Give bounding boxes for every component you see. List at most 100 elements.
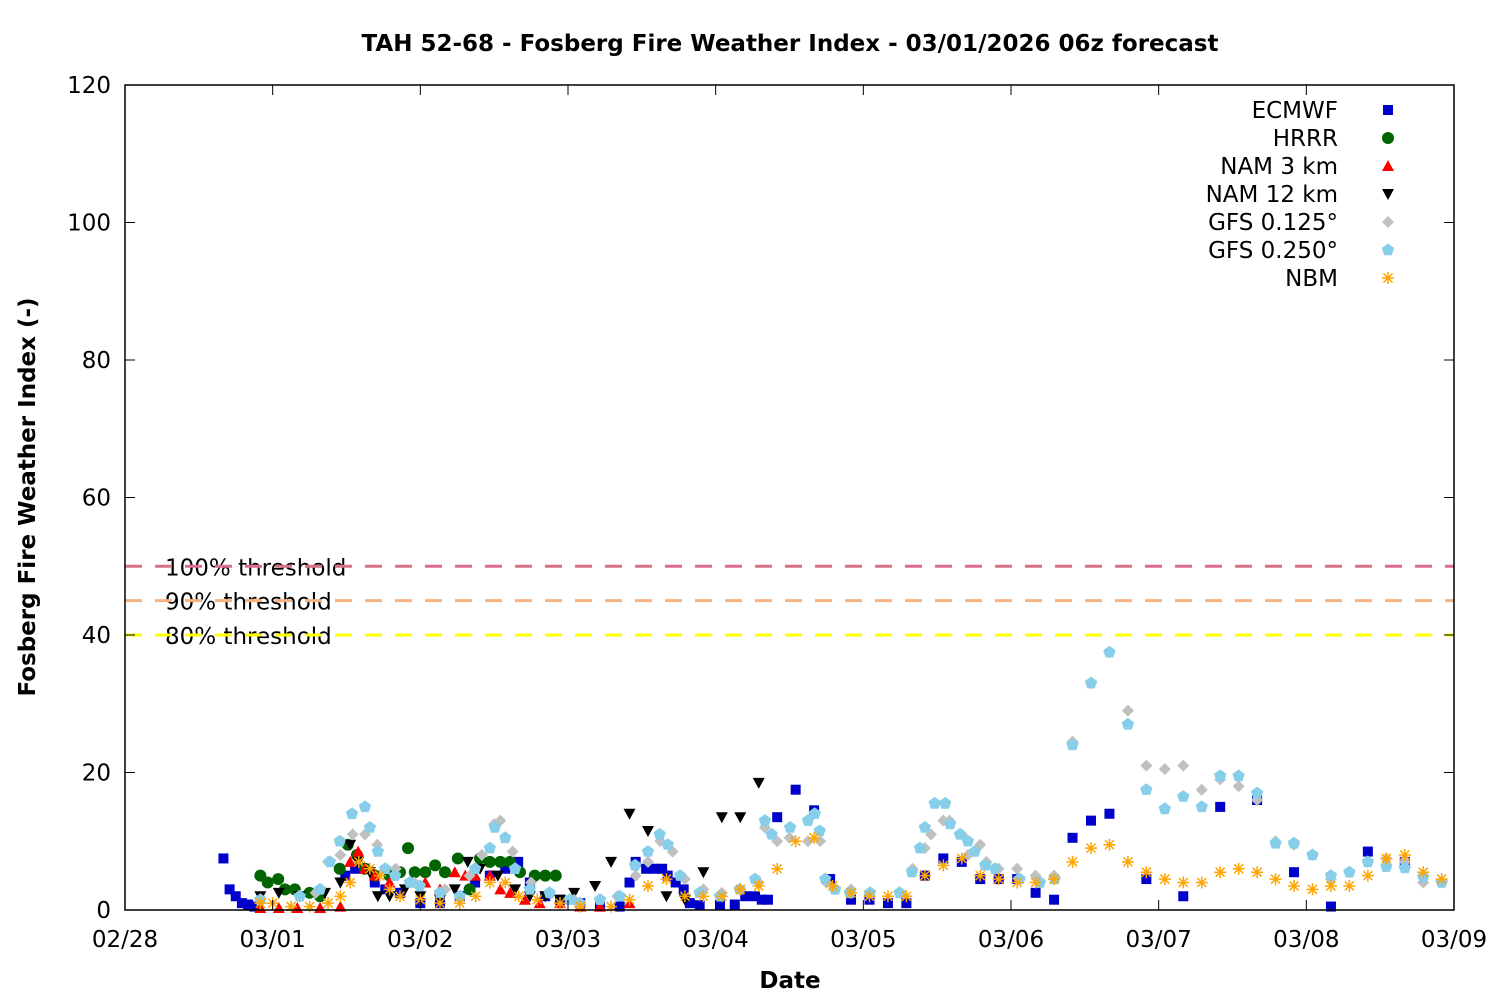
data-point-circle: [261, 876, 274, 889]
data-point-pentagon: [1140, 783, 1153, 795]
data-point-pentagon: [1250, 786, 1264, 799]
data-point-square: [662, 870, 673, 881]
data-point-pentagon: [928, 796, 941, 809]
data-point-diamond: [1121, 704, 1134, 717]
data-point-square: [649, 863, 660, 874]
data-point-asterisk: [1084, 842, 1097, 855]
data-point-asterisk: [394, 890, 407, 903]
data-point-square: [1362, 846, 1373, 857]
data-point-pentagon: [613, 889, 626, 902]
data-point-asterisk: [254, 897, 267, 910]
data-point-asterisk: [1288, 879, 1301, 892]
data-point-asterisk: [1251, 866, 1264, 879]
data-point-triangle-down: [605, 856, 618, 868]
data-point-diamond: [1158, 763, 1171, 776]
data-point-square: [657, 863, 668, 874]
data-point-square: [350, 863, 361, 874]
data-point-circle: [419, 866, 432, 879]
data-point-square: [1215, 801, 1226, 812]
data-point-square: [1104, 808, 1115, 819]
data-point-pentagon: [1306, 848, 1319, 861]
data-point-square: [670, 877, 681, 888]
data-point-asterisk: [752, 879, 765, 892]
data-point-pentagon: [358, 800, 372, 813]
data-point-pentagon: [661, 838, 674, 850]
data-point-asterisk: [1361, 869, 1374, 882]
legend-label: NAM 12 km: [1206, 182, 1338, 208]
data-point-asterisk: [1380, 852, 1393, 865]
data-point-pentagon: [1214, 769, 1227, 782]
data-point-asterisk: [715, 890, 728, 903]
data-point-triangle-down: [334, 877, 347, 889]
data-point-triangle-down: [589, 880, 602, 892]
threshold-label: 80% threshold: [165, 624, 332, 650]
data-point-pentagon: [1066, 738, 1079, 751]
data-point-asterisk: [1103, 838, 1116, 851]
data-point-asterisk: [334, 890, 347, 903]
data-point-asterisk: [1158, 873, 1171, 886]
data-point-asterisk: [863, 890, 876, 903]
data-point-pentagon: [433, 886, 447, 899]
data-point-pentagon: [453, 889, 466, 902]
data-point-diamond: [506, 845, 519, 858]
data-point-pentagon: [333, 834, 346, 847]
data-point-pentagon: [323, 855, 337, 868]
data-point-circle: [272, 873, 285, 886]
legend-label: GFS 0.250°: [1208, 238, 1338, 264]
data-point-pentagon: [345, 807, 359, 819]
data-point-asterisk: [554, 897, 567, 910]
data-point-asterisk: [992, 873, 1005, 886]
legend-label: GFS 0.125°: [1208, 210, 1338, 236]
data-point-square: [882, 898, 893, 909]
data-point-square: [614, 901, 625, 912]
data-point-pentagon: [1195, 800, 1208, 813]
data-point-pentagon: [1324, 869, 1338, 881]
data-point-pentagon: [653, 827, 666, 840]
data-point-asterisk: [660, 873, 673, 886]
data-point-square: [790, 784, 801, 795]
data-point-asterisk: [1343, 879, 1356, 892]
data-point-asterisk: [605, 900, 618, 913]
data-point-square: [714, 900, 725, 911]
data-point-asterisk: [1324, 879, 1337, 892]
data-point-asterisk: [808, 831, 821, 844]
data-point-circle: [494, 855, 507, 868]
data-point-asterisk: [363, 862, 376, 875]
legend-marker: [1382, 189, 1394, 200]
y-tick-label: 80: [82, 348, 111, 374]
data-point-diamond: [1232, 780, 1245, 793]
y-axis-label: Fosberg Fire Weather Index (-): [15, 297, 41, 696]
data-point-diamond: [1011, 862, 1024, 875]
data-point-circle: [402, 842, 415, 855]
data-point-asterisk: [469, 890, 482, 903]
data-point-circle: [333, 862, 346, 875]
data-point-asterisk: [900, 890, 913, 903]
data-point-pentagon: [499, 831, 512, 844]
data-point-square: [513, 856, 524, 867]
y-tick-label: 100: [67, 211, 111, 237]
data-point-pentagon: [1232, 769, 1245, 782]
data-point-pentagon: [1084, 676, 1098, 689]
data-point-asterisk: [826, 879, 839, 892]
data-point-pentagon: [641, 845, 655, 857]
data-point-triangle-down: [448, 884, 461, 896]
data-point-square: [641, 863, 652, 874]
data-point-pentagon: [543, 886, 556, 899]
data-point-pentagon: [1103, 645, 1116, 658]
plot-frame: [124, 84, 1455, 911]
data-point-triangle-down: [383, 891, 396, 903]
data-point-triangle-up: [483, 869, 496, 881]
data-point-square: [762, 894, 773, 905]
data-point-diamond: [801, 835, 814, 848]
data-point-triangle-down: [641, 825, 654, 837]
data-point-asterisk: [1435, 873, 1448, 886]
data-point-asterisk: [1121, 855, 1134, 868]
data-point-pentagon: [968, 845, 981, 857]
data-point-asterisk: [434, 897, 447, 910]
chart-title: TAH 52-68 - Fosberg Fire Weather Index -…: [362, 31, 1219, 57]
data-point-square: [224, 884, 235, 895]
data-point-square: [369, 877, 380, 888]
data-point-pentagon: [813, 824, 826, 837]
y-tick-label: 20: [82, 761, 111, 787]
legend-marker: [1383, 105, 1393, 115]
